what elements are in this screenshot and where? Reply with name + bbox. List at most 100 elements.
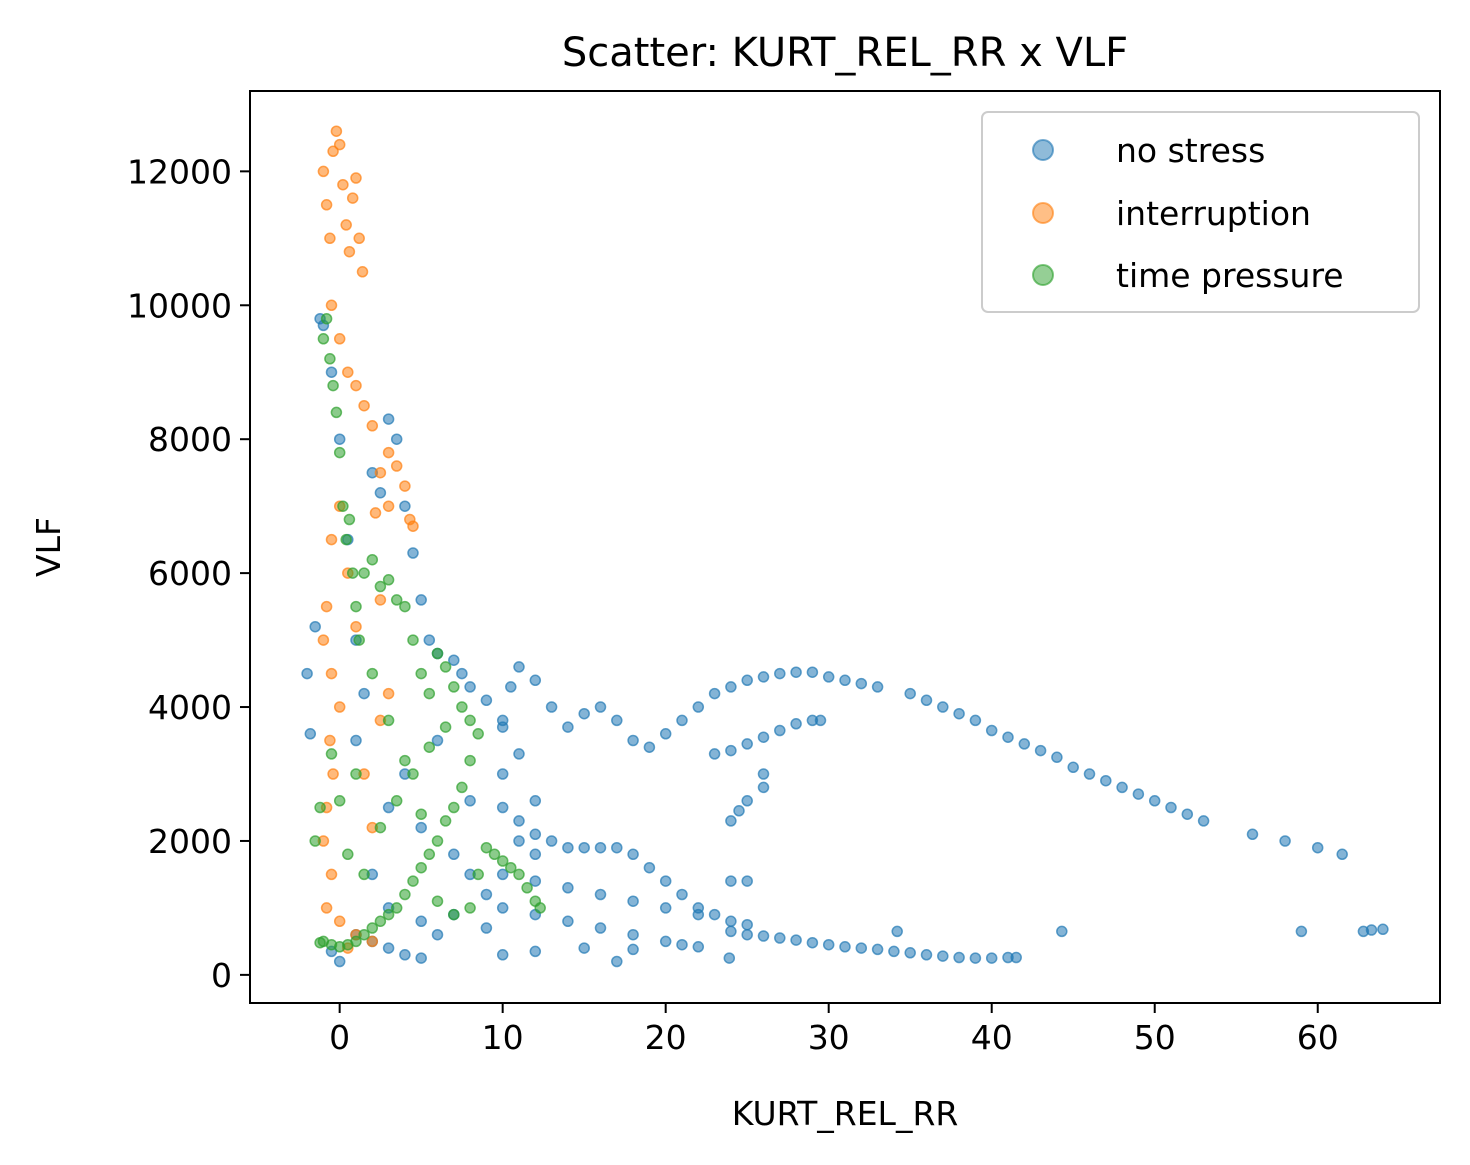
point-s0-25 xyxy=(513,661,525,673)
point-s0-80 xyxy=(757,781,770,794)
point-s2-40 xyxy=(374,915,387,928)
point-s0-56 xyxy=(1034,744,1047,757)
point-s0-103 xyxy=(594,888,607,901)
point-s1-35 xyxy=(327,768,339,780)
point-s2-71 xyxy=(390,795,403,807)
point-s0-24 xyxy=(505,681,517,693)
x-tick-label-6: 60 xyxy=(1297,1018,1339,1057)
point-s0-115 xyxy=(676,938,688,951)
point-s1-5 xyxy=(333,138,346,151)
point-s0-54 xyxy=(1002,731,1014,743)
point-s2-74 xyxy=(439,721,452,733)
point-s0-155 xyxy=(480,888,493,901)
point-s2-2 xyxy=(317,333,330,345)
point-s2-56 xyxy=(534,902,546,914)
point-s0-46 xyxy=(855,677,868,690)
point-s1-3 xyxy=(327,145,339,158)
point-s0-81 xyxy=(741,795,753,807)
point-s2-6 xyxy=(330,406,343,419)
point-s0-9 xyxy=(358,687,370,700)
point-s1-42 xyxy=(366,935,379,948)
axes-frame xyxy=(249,90,1441,1004)
point-s0-35 xyxy=(676,714,688,727)
point-s0-34 xyxy=(659,728,672,740)
point-s0-36 xyxy=(692,701,705,713)
point-s0-45 xyxy=(839,674,851,687)
point-s0-17 xyxy=(423,634,436,646)
point-s0-21 xyxy=(464,681,476,693)
point-s2-14 xyxy=(358,567,370,579)
point-s0-53 xyxy=(985,724,998,737)
point-s0-126 xyxy=(871,943,884,956)
series-0 xyxy=(301,312,1389,968)
point-s0-151 xyxy=(415,821,427,834)
point-s0-168 xyxy=(431,928,444,941)
point-s0-83 xyxy=(725,815,737,827)
point-s0-62 xyxy=(1132,788,1145,800)
point-s2-48 xyxy=(314,936,326,949)
point-s0-51 xyxy=(953,707,965,720)
point-s1-24 xyxy=(407,520,419,532)
point-s0-71 xyxy=(708,748,721,760)
point-s2-18 xyxy=(390,594,403,606)
point-s0-149 xyxy=(382,801,395,814)
point-s2-50 xyxy=(488,848,501,861)
point-s0-129 xyxy=(920,949,933,961)
point-s2-32 xyxy=(439,815,452,827)
point-s2-54 xyxy=(521,882,533,894)
point-s0-31 xyxy=(611,714,623,727)
point-s1-1 xyxy=(320,199,333,211)
point-s0-136 xyxy=(891,925,903,938)
point-s0-142 xyxy=(723,952,736,964)
point-s0-64 xyxy=(1165,801,1177,814)
point-s0-12 xyxy=(382,413,395,425)
point-s1-20 xyxy=(382,446,395,459)
point-s2-69 xyxy=(358,868,370,881)
point-s1-11 xyxy=(353,232,365,245)
point-s0-163 xyxy=(350,734,362,747)
point-s0-141 xyxy=(1377,923,1389,936)
point-s0-44 xyxy=(822,671,835,683)
point-s2-29 xyxy=(464,754,476,767)
point-s2-31 xyxy=(448,801,460,814)
point-s0-32 xyxy=(627,734,639,747)
point-s0-108 xyxy=(741,918,753,931)
y-tick-label-0: 0 xyxy=(211,956,232,995)
x-tick-label-2: 20 xyxy=(645,1018,687,1057)
point-s0-89 xyxy=(578,841,590,854)
point-s2-58 xyxy=(464,902,476,914)
point-s2-41 xyxy=(366,922,379,934)
point-s0-22 xyxy=(480,694,493,707)
point-s0-174 xyxy=(513,748,525,760)
point-s0-33 xyxy=(643,741,656,753)
point-s0-144 xyxy=(529,945,542,958)
point-s2-49 xyxy=(480,841,493,854)
point-s1-31 xyxy=(317,634,330,646)
point-s2-33 xyxy=(431,835,444,847)
point-s0-85 xyxy=(513,815,525,827)
y-tick-label-2: 4000 xyxy=(148,688,232,727)
point-s0-65 xyxy=(1181,808,1194,820)
point-s2-68 xyxy=(342,848,354,861)
point-s0-147 xyxy=(627,943,639,956)
point-s1-32 xyxy=(325,667,338,680)
point-s1-12 xyxy=(356,266,369,278)
point-s0-152 xyxy=(431,734,444,747)
point-s0-66 xyxy=(1197,815,1210,827)
point-s2-72 xyxy=(407,768,419,780)
point-s2-51 xyxy=(496,855,509,867)
point-s0-90 xyxy=(594,841,607,854)
point-s0-19 xyxy=(448,654,460,666)
point-s1-13 xyxy=(325,299,338,312)
point-s0-128 xyxy=(904,947,916,959)
point-s2-13 xyxy=(353,634,365,646)
point-s0-50 xyxy=(937,701,949,713)
point-s0-140 xyxy=(1365,924,1378,936)
point-s0-82 xyxy=(733,805,745,817)
legend-label-time-pressure: time pressure xyxy=(1116,256,1344,295)
chart-title: Scatter: KURT_REL_RR x VLF xyxy=(562,30,1128,76)
point-s0-104 xyxy=(627,895,639,907)
legend-marker-no-stress xyxy=(1032,139,1054,161)
point-s0-67 xyxy=(1246,828,1259,841)
